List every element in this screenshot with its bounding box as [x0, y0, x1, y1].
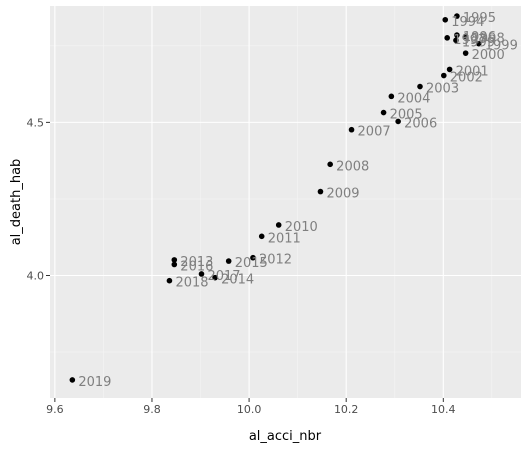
- data-point: [444, 35, 450, 41]
- y-tick-label: 4.5: [27, 116, 45, 129]
- data-point: [388, 93, 395, 100]
- data-label: 1998: [472, 31, 505, 46]
- data-point: [446, 66, 453, 73]
- data-label: 2002: [450, 71, 483, 86]
- data-label: 2000: [472, 48, 505, 63]
- data-point: [212, 274, 218, 281]
- data-point: [317, 188, 324, 195]
- data-point: [454, 32, 460, 38]
- data-label: 2011: [268, 231, 301, 246]
- grid: [50, 6, 521, 398]
- x-tick-label: 9.6: [46, 403, 64, 416]
- data-label: 2008: [336, 159, 369, 174]
- y-axis: 4.0 4.5: [27, 116, 50, 283]
- data-point: [171, 257, 178, 263]
- data-point: [440, 72, 447, 79]
- data-label: 2019: [78, 375, 111, 390]
- y-axis-title: al_death_hab: [9, 159, 24, 246]
- data-point: [380, 109, 387, 116]
- data-points: [69, 13, 482, 383]
- data-label: 2004: [397, 91, 430, 106]
- data-point: [69, 377, 76, 383]
- data-label: 2013: [180, 255, 213, 270]
- data-point: [417, 83, 423, 90]
- plot-panel: [50, 6, 521, 398]
- data-label: 2005: [390, 108, 423, 123]
- data-label: 2012: [259, 253, 292, 268]
- data-label: 2015: [235, 256, 268, 271]
- y-tick-label: 4.0: [27, 270, 45, 283]
- data-point: [225, 258, 232, 264]
- data-point: [198, 271, 205, 277]
- x-tick-label: 10.0: [237, 403, 262, 416]
- data-label: 1994: [451, 15, 484, 30]
- data-point: [275, 222, 282, 228]
- data-label: 2006: [404, 116, 437, 131]
- data-label: 2001: [456, 64, 489, 79]
- data-point: [453, 37, 459, 44]
- data-point: [395, 118, 401, 125]
- x-tick-label: 10.2: [334, 403, 359, 416]
- data-point: [327, 161, 333, 168]
- data-label: 1999: [485, 39, 518, 54]
- data-label: 2017: [207, 269, 240, 284]
- data-point: [462, 33, 469, 40]
- point-labels: 1995199419961998199719991999200020012002…: [78, 11, 518, 390]
- data-point: [475, 40, 482, 47]
- data-label: 2016: [180, 259, 213, 274]
- x-tick-label: 9.8: [143, 403, 161, 416]
- data-point: [258, 233, 265, 240]
- data-label: 2007: [358, 125, 391, 140]
- x-axis: 9.6 9.8 10.0 10.2 10.4: [46, 398, 456, 416]
- data-point: [442, 16, 449, 23]
- data-label: 1995: [463, 11, 496, 26]
- data-label: 2014: [221, 273, 254, 288]
- data-point: [348, 126, 355, 133]
- data-point: [454, 13, 460, 19]
- data-point: [166, 277, 173, 284]
- data-label: 2018: [175, 276, 208, 291]
- data-label: 1996: [463, 30, 496, 45]
- data-label: 1997: [453, 33, 486, 48]
- x-axis-title: al_acci_nbr: [249, 429, 322, 444]
- x-tick-label: 10.4: [431, 403, 456, 416]
- data-point: [462, 50, 469, 56]
- data-point: [250, 254, 256, 261]
- data-label: 2009: [326, 187, 359, 202]
- data-label: 2003: [426, 82, 459, 97]
- data-label: 1999: [462, 35, 495, 50]
- data-point: [171, 261, 178, 268]
- data-label: 2010: [285, 220, 318, 235]
